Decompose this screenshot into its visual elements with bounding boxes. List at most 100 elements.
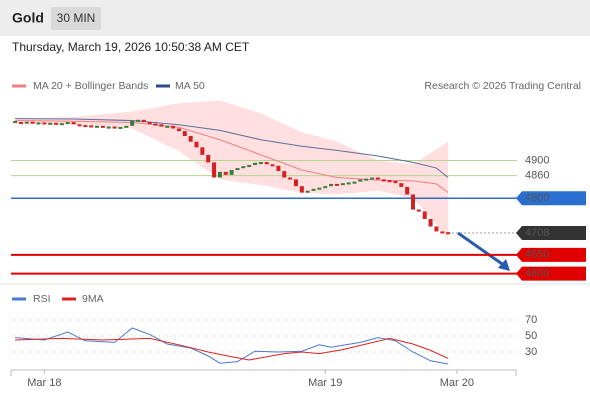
- x-tick-label: Mar 18: [27, 377, 61, 389]
- candle: [194, 141, 199, 148]
- candle: [288, 177, 293, 180]
- candle: [346, 182, 351, 185]
- level-label-box: [516, 225, 586, 240]
- level-label: 4900: [525, 154, 549, 166]
- y-tick-label: 70: [525, 314, 537, 326]
- legend-label: 9MA: [82, 293, 104, 305]
- candle: [334, 183, 339, 186]
- candle: [212, 162, 217, 178]
- candle: [130, 120, 135, 126]
- candle: [364, 178, 369, 181]
- candle: [65, 122, 70, 125]
- moving-average: [15, 118, 449, 178]
- candle: [24, 121, 29, 124]
- candle: [30, 121, 35, 124]
- candle: [153, 123, 158, 126]
- candle: [323, 186, 328, 189]
- candle: [83, 125, 88, 128]
- rsi-line: [15, 327, 449, 365]
- candle: [42, 122, 47, 125]
- candle: [411, 194, 416, 210]
- candle: [416, 209, 421, 212]
- candle: [247, 165, 252, 168]
- candle: [165, 125, 170, 128]
- candle: [159, 124, 164, 127]
- candle: [241, 166, 246, 169]
- instrument-title: Gold: [12, 10, 44, 26]
- candle: [329, 183, 334, 187]
- candle: [253, 162, 258, 166]
- candle: [270, 164, 275, 167]
- candle: [71, 122, 76, 125]
- y-tick-label: 30: [525, 346, 537, 358]
- legend-label: MA 20 + Bollinger Bands: [33, 80, 148, 92]
- candle: [311, 188, 316, 191]
- candle: [299, 186, 304, 193]
- candle: [264, 162, 269, 165]
- candle: [276, 165, 281, 172]
- level-label-box: [516, 247, 586, 262]
- level-label: 4800: [525, 192, 549, 204]
- candle: [358, 179, 363, 182]
- candle: [141, 119, 146, 123]
- x-tick-label: Mar 19: [308, 377, 342, 389]
- candle: [375, 177, 380, 180]
- forecast-arrow: [457, 231, 506, 268]
- level-label: 4600: [525, 268, 549, 280]
- datetime: Thursday, March 19, 2026 10:50:38 AM CET: [12, 40, 250, 54]
- candle: [54, 122, 59, 125]
- candle: [89, 125, 94, 128]
- candle: [147, 122, 152, 125]
- candle: [370, 177, 375, 180]
- candle: [235, 168, 240, 171]
- candle: [135, 119, 140, 122]
- timeframe: 30 MIN: [57, 11, 96, 25]
- timeframe-badge[interactable]: [51, 7, 101, 30]
- candle: [223, 171, 228, 175]
- candle: [118, 126, 123, 129]
- candle: [124, 125, 129, 128]
- candle: [381, 179, 386, 182]
- level-label: 4650: [525, 249, 549, 261]
- candle: [171, 125, 176, 129]
- candle: [422, 211, 427, 219]
- level-label: 4860: [525, 170, 549, 182]
- candle: [106, 126, 111, 129]
- candle: [95, 125, 100, 128]
- moving-average: [15, 120, 449, 193]
- candle: [293, 179, 298, 187]
- candle: [182, 131, 187, 137]
- candle: [59, 123, 64, 126]
- candle: [428, 218, 433, 227]
- candle: [188, 136, 193, 142]
- candle: [305, 190, 310, 193]
- candle: [200, 147, 205, 155]
- candle: [405, 186, 410, 195]
- level-label-box: [516, 266, 586, 281]
- legend-label: RSI: [33, 293, 51, 305]
- level-label-box: [516, 191, 586, 206]
- candle: [434, 226, 439, 232]
- candle: [229, 169, 234, 175]
- candle: [399, 183, 404, 187]
- candle: [206, 154, 211, 163]
- candle: [100, 125, 105, 128]
- candle: [446, 232, 451, 235]
- candle: [176, 128, 181, 132]
- candle: [36, 122, 41, 125]
- candle: [340, 183, 345, 186]
- y-tick-label: 50: [525, 330, 537, 342]
- rsi-line: [15, 337, 449, 361]
- candle: [48, 122, 53, 125]
- candle: [258, 162, 263, 165]
- candle: [13, 121, 18, 124]
- candle: [393, 180, 398, 184]
- candle: [77, 124, 82, 127]
- candle: [282, 171, 287, 178]
- copyright: Research © 2026 Trading Central: [424, 80, 581, 92]
- x-tick-label: Mar 20: [440, 377, 474, 389]
- level-label: 4708: [525, 227, 549, 239]
- legend-label: MA 50: [175, 80, 205, 92]
- candle: [387, 180, 392, 183]
